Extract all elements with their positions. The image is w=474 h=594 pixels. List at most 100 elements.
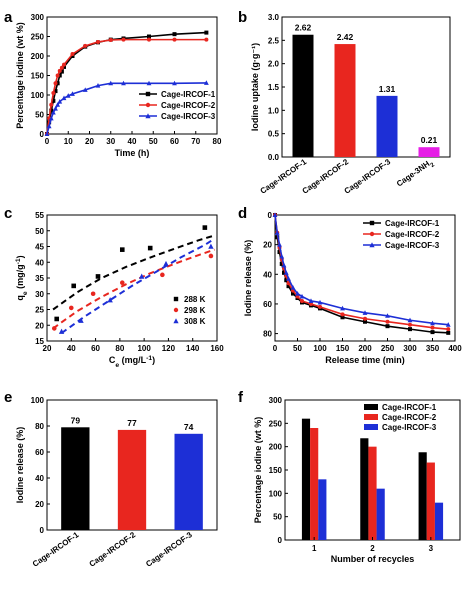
data-point — [49, 108, 54, 113]
data-point — [160, 272, 165, 278]
y-tick-label: 0.0 — [268, 153, 280, 162]
panel-letter: a — [4, 9, 13, 26]
data-point — [407, 317, 413, 323]
bar — [426, 462, 435, 540]
data-point — [340, 315, 345, 320]
data-point — [50, 109, 56, 115]
series-1 — [45, 37, 209, 136]
legend-entry: Cage-IRCOF-2 — [363, 230, 440, 239]
bar — [334, 44, 356, 157]
y-tick-label: 15 — [35, 337, 44, 346]
y-tick-label: 40 — [35, 474, 44, 483]
data-point — [71, 283, 77, 289]
panel-letter: e — [4, 389, 12, 406]
legend-label: Cage-IRCOF-1 — [161, 90, 216, 99]
data-point — [385, 313, 390, 318]
data-point — [385, 319, 390, 324]
data-point — [274, 230, 280, 235]
data-point — [121, 80, 126, 86]
legend-marker — [369, 220, 375, 226]
data-point — [281, 262, 287, 268]
data-point — [62, 62, 66, 67]
legend-swatch — [364, 424, 378, 430]
data-point — [108, 80, 114, 86]
data-point — [308, 298, 314, 303]
bar — [418, 147, 440, 157]
x-axis-title: Ce (mg/L-1) — [109, 355, 155, 369]
data-point — [121, 37, 126, 42]
panel-b: b 0.0 0.5 1.0 1.5 2.0 2.5 3.0 Iodine uptake (g·g… — [238, 9, 451, 196]
legend-entry: Cage-IRCOF-2 — [139, 101, 216, 110]
y-tick-label: 0 — [40, 526, 45, 535]
data-point — [446, 330, 451, 335]
bar-value-label: 2.42 — [337, 32, 354, 42]
data-point — [70, 52, 75, 57]
y-tick-label: 30 — [35, 290, 44, 299]
panel-e: e 0 20 40 60 80 100 Iodine release (%) 79 Cage-IR… — [4, 389, 218, 569]
data-point — [55, 81, 60, 86]
y-tick-label: 80 — [35, 422, 44, 431]
y-tick-label: 40 — [35, 258, 44, 267]
y-tick-label: 0 — [278, 536, 283, 545]
x-tick-label: 80 — [213, 137, 222, 146]
legend-marker — [173, 296, 179, 302]
data-point — [53, 89, 58, 94]
data-point — [57, 68, 62, 73]
data-point — [57, 99, 63, 104]
panel-letter: f — [238, 389, 244, 406]
y-tick-label: 150 — [31, 72, 45, 81]
data-point — [49, 102, 54, 107]
bar — [61, 427, 90, 530]
data-point — [147, 37, 151, 42]
bar — [174, 433, 203, 530]
bar — [368, 446, 377, 540]
data-point — [147, 34, 151, 39]
legend-label: 288 K — [184, 295, 206, 304]
data-point — [279, 261, 284, 266]
x-tick-label: 50 — [293, 344, 302, 353]
y-tick-label: 60 — [35, 448, 44, 457]
y-tick-label: 250 — [31, 33, 45, 42]
x-tick-label: 160 — [210, 344, 224, 353]
data-point — [54, 316, 60, 322]
series-2 — [272, 212, 451, 327]
bar — [292, 34, 314, 157]
bar — [376, 95, 398, 157]
x-tick-label: 20 — [43, 344, 52, 353]
data-point — [340, 312, 345, 317]
legend-marker — [369, 231, 375, 237]
x-axis-title: Release time (min) — [325, 355, 405, 365]
y-axis-title: Iodine uptake (g·g⁻¹) — [250, 43, 260, 131]
data-point — [53, 81, 58, 86]
legend-marker — [173, 307, 179, 313]
data-point — [286, 284, 291, 289]
data-point — [279, 253, 285, 259]
bar — [318, 479, 327, 540]
data-point — [445, 322, 451, 327]
y-tick-label: 45 — [35, 243, 44, 252]
y-axis-title: Iodine release (%) — [15, 427, 25, 504]
data-point — [61, 95, 67, 101]
x-tick-label: 140 — [186, 344, 200, 353]
y-tick-label: 80 — [263, 330, 272, 339]
bar — [310, 428, 319, 540]
x-axis-title: Time (h) — [115, 148, 150, 158]
data-point — [430, 330, 435, 335]
data-point — [119, 247, 125, 252]
y-tick-label: 0 — [268, 211, 273, 220]
legend-label: Cage-IRCOF-3 — [382, 423, 437, 432]
x-tick-label: 200 — [358, 344, 372, 353]
y-tick-label: 20 — [35, 500, 44, 509]
panel-letter: b — [238, 9, 247, 26]
bar-value-label: 79 — [71, 415, 81, 425]
data-point — [70, 91, 75, 96]
data-point — [59, 65, 64, 70]
data-point — [340, 305, 345, 311]
data-point — [290, 285, 296, 290]
legend-entry: Cage-IRCOF-3 — [363, 241, 440, 250]
data-point — [68, 305, 74, 311]
y-axis-title: qe (mg/g-1) — [15, 255, 29, 300]
data-point — [299, 293, 305, 299]
x-tick-label: 300 — [403, 344, 417, 353]
